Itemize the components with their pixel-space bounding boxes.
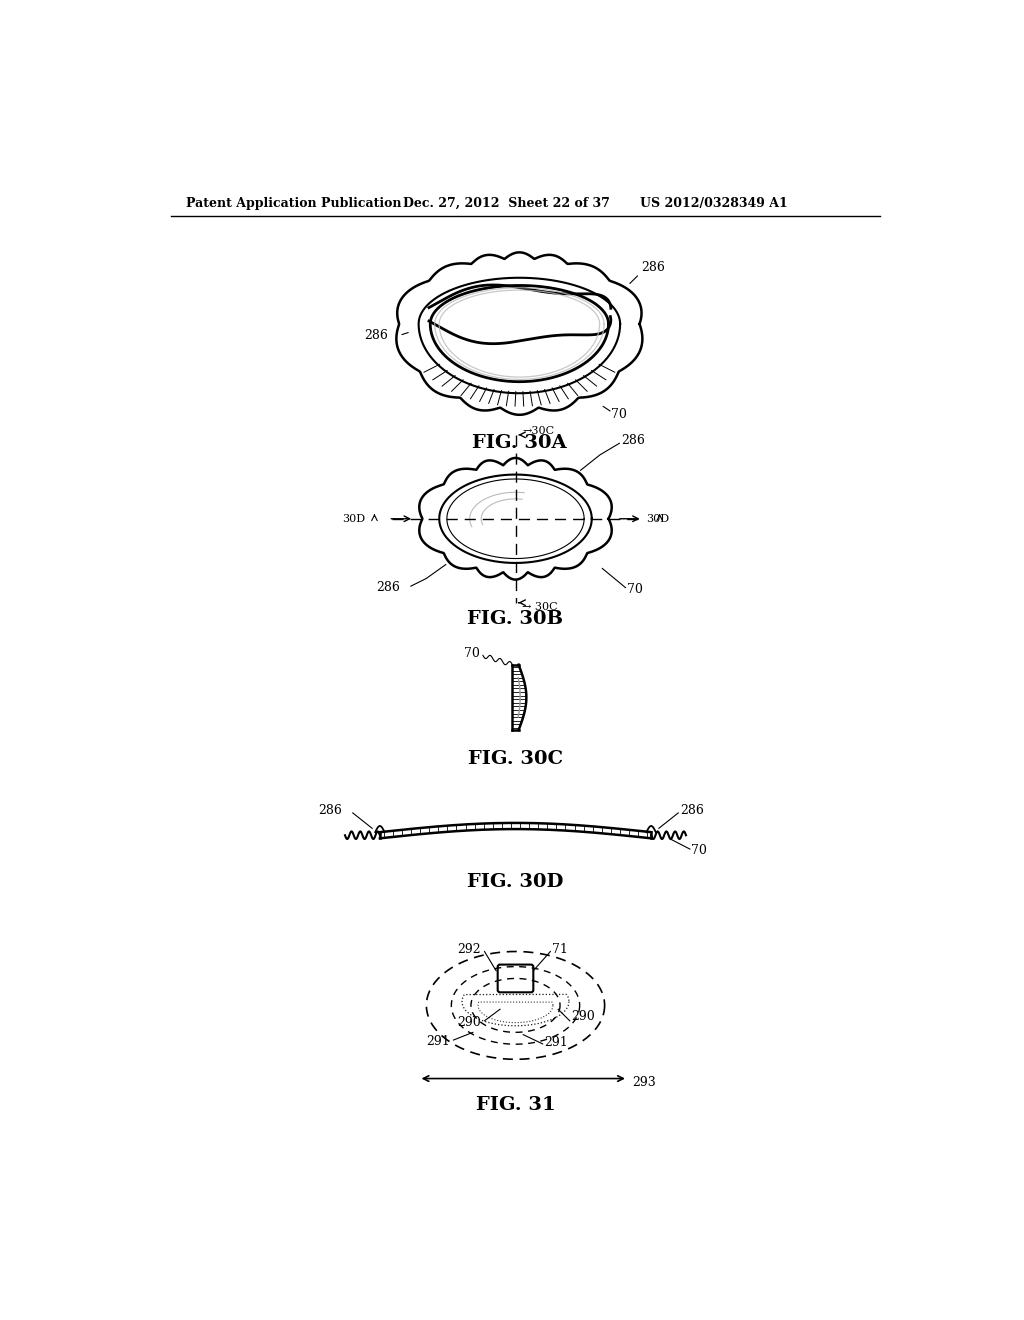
Text: 292: 292 (458, 944, 481, 957)
Text: FIG. 30C: FIG. 30C (468, 750, 563, 768)
Text: 70: 70 (464, 647, 479, 660)
Text: 293: 293 (632, 1076, 655, 1089)
Text: → 30C: → 30C (522, 602, 558, 611)
Text: 286: 286 (317, 804, 342, 817)
Text: 290: 290 (571, 1010, 595, 1023)
Text: 70: 70 (627, 582, 643, 595)
Text: FIG. 30D: FIG. 30D (467, 874, 564, 891)
FancyBboxPatch shape (498, 965, 534, 993)
Text: 291: 291 (426, 1035, 451, 1048)
Text: 286: 286 (621, 434, 645, 447)
Text: FIG. 31: FIG. 31 (475, 1097, 555, 1114)
Text: 30D: 30D (342, 513, 366, 524)
Text: 286: 286 (680, 804, 703, 817)
Text: 286: 286 (365, 329, 388, 342)
Text: 290: 290 (458, 1016, 481, 1028)
Text: →30C: →30C (522, 426, 555, 436)
Text: FIG. 30B: FIG. 30B (467, 610, 563, 628)
Text: 286: 286 (376, 581, 400, 594)
Text: 70: 70 (611, 408, 627, 421)
Text: 71: 71 (552, 944, 567, 957)
Text: Dec. 27, 2012  Sheet 22 of 37: Dec. 27, 2012 Sheet 22 of 37 (403, 197, 610, 210)
Text: Patent Application Publication: Patent Application Publication (186, 197, 401, 210)
Text: 30D: 30D (646, 513, 670, 524)
Text: 286: 286 (641, 261, 665, 275)
Text: US 2012/0328349 A1: US 2012/0328349 A1 (640, 197, 787, 210)
Text: 291: 291 (544, 1036, 568, 1049)
Text: FIG. 30A: FIG. 30A (472, 434, 566, 453)
Text: 70: 70 (691, 843, 708, 857)
